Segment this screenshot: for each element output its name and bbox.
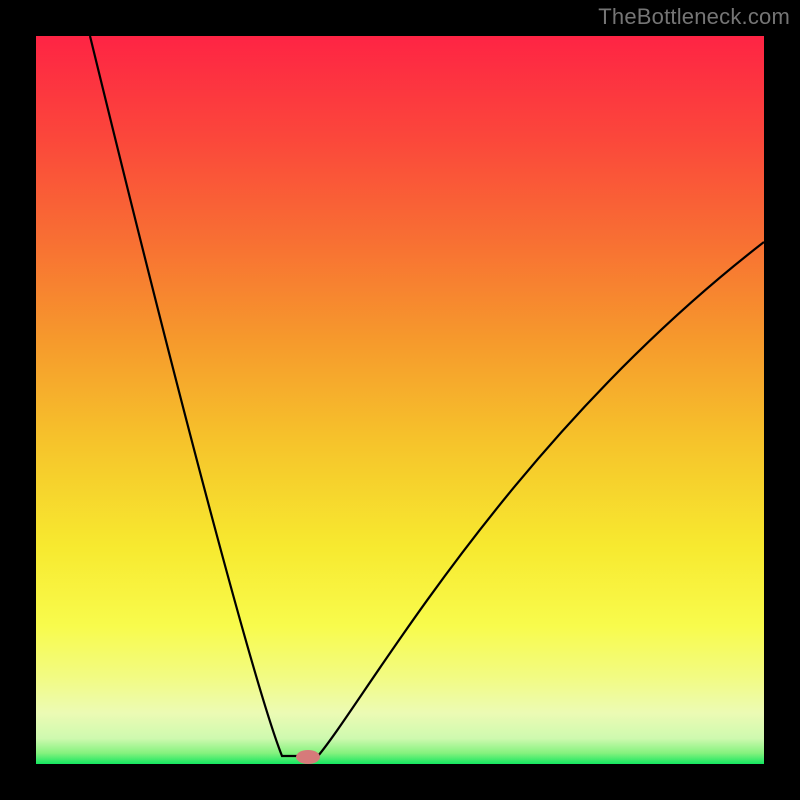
chart-plot-background	[36, 36, 764, 764]
optimal-point-marker	[296, 750, 320, 764]
watermark-text: TheBottleneck.com	[598, 4, 790, 30]
bottleneck-chart-svg	[0, 0, 800, 800]
chart-canvas-container: TheBottleneck.com	[0, 0, 800, 800]
